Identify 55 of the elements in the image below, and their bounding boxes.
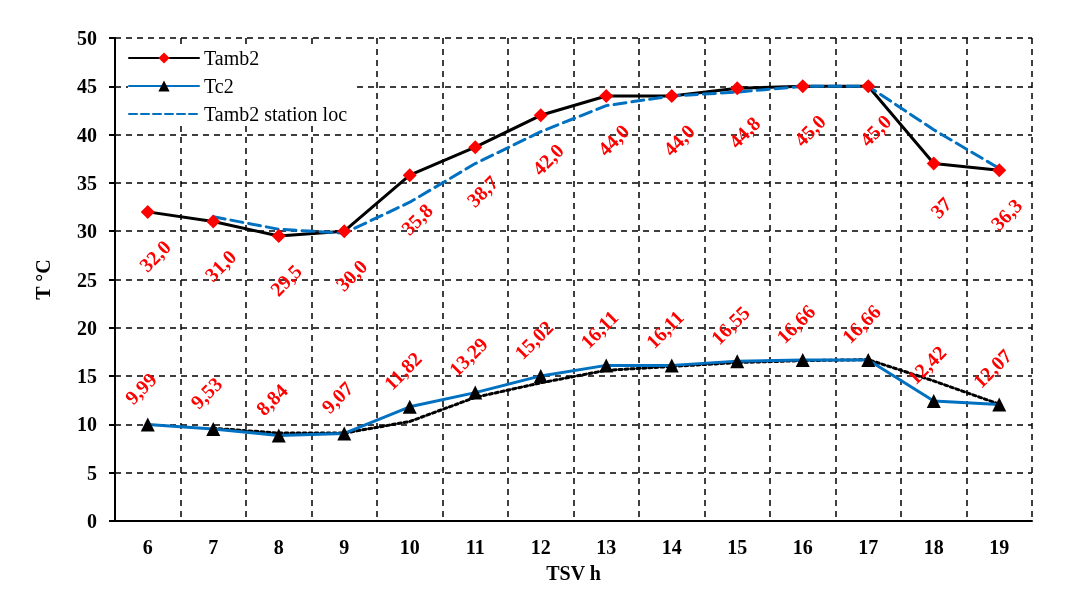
x-tick-label: 11 <box>465 536 485 558</box>
x-tick-label: 14 <box>661 536 682 558</box>
x-tick-label: 18 <box>923 536 944 558</box>
x-tick-label: 12 <box>530 536 551 558</box>
y-tick-label: 0 <box>87 510 97 532</box>
x-tick-label: 10 <box>399 536 420 558</box>
x-tick-label: 8 <box>273 536 284 558</box>
data-label: 36,3 <box>986 194 1027 235</box>
data-label: 44,0 <box>658 119 699 161</box>
x-tick-label: 6 <box>142 536 153 558</box>
x-tick-label: 17 <box>858 536 879 558</box>
data-label: 31,0 <box>200 245 241 286</box>
point <box>730 354 745 369</box>
point <box>664 358 679 373</box>
data-label: 35,8 <box>396 199 437 240</box>
x-axis-title: TSV h <box>546 562 601 584</box>
point <box>337 426 352 441</box>
y-tick-label: 30 <box>77 220 97 243</box>
point <box>992 397 1007 412</box>
data-label: 37 <box>925 192 956 223</box>
data-label: 45,0 <box>789 110 830 151</box>
x-tick-label: 13 <box>596 536 617 558</box>
y-axis-title: T °C <box>32 259 54 300</box>
data-label: 42,0 <box>527 139 568 180</box>
point <box>206 421 221 436</box>
data-label: 9,99 <box>120 368 161 409</box>
y-tick-label: 20 <box>77 316 97 339</box>
point <box>861 353 876 368</box>
data-label: 45,0 <box>855 110 896 151</box>
legend-label: Tamb2 <box>204 47 260 69</box>
data-label: 9,07 <box>317 377 358 418</box>
data-label: 30,0 <box>331 255 372 296</box>
x-tick-label: 16 <box>792 536 813 558</box>
data-label: 9,53 <box>186 372 227 414</box>
y-tick-label: 50 <box>77 27 97 49</box>
data-label: 29,5 <box>265 259 306 301</box>
data-label: 44,8 <box>724 112 765 153</box>
x-tick-label: 19 <box>989 536 1010 558</box>
legend-label: Tamb2 station loc <box>204 103 348 125</box>
y-tick-label: 40 <box>77 123 97 146</box>
data-label: 8,84 <box>251 379 292 420</box>
y-tick-label: 10 <box>77 413 97 436</box>
y-tick-label: 5 <box>87 461 97 484</box>
x-tick-label: 9 <box>339 536 350 558</box>
y-tick-label: 45 <box>77 75 97 98</box>
y-tick-label: 25 <box>77 268 97 291</box>
y-tick-label: 15 <box>77 365 97 388</box>
data-label: 32,0 <box>134 235 175 277</box>
data-label: 38,7 <box>462 171 503 212</box>
data-label: 44,0 <box>593 119 634 161</box>
x-tick-label: 7 <box>208 536 219 558</box>
y-tick-label: 35 <box>77 171 97 194</box>
point <box>795 353 810 368</box>
legend-label: Tc2 <box>204 75 234 97</box>
x-tick-label: 15 <box>727 536 748 558</box>
